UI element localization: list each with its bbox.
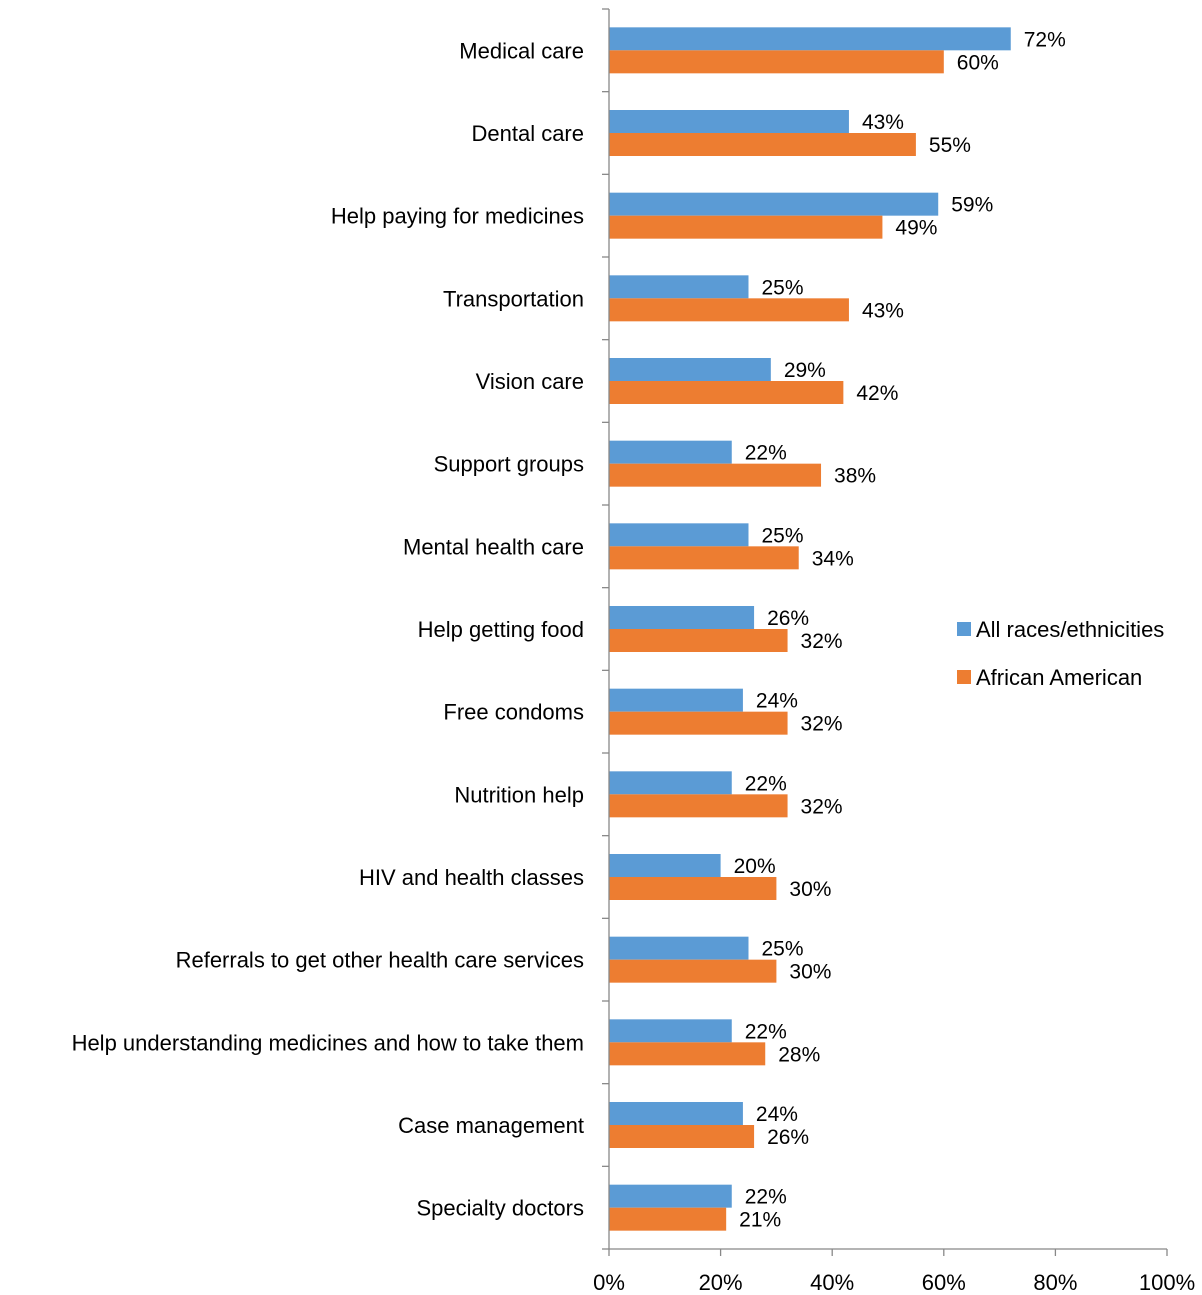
bar-african-american: [609, 381, 844, 404]
x-tick-label: 0%: [593, 1270, 625, 1295]
legend-label: African American: [976, 665, 1142, 690]
legend-swatch: [957, 670, 971, 684]
bar-all-races: [609, 110, 849, 133]
bars-layer: [609, 27, 1011, 1231]
bar-all-races: [609, 606, 755, 629]
bar-african-american: [609, 711, 788, 735]
category-label: Specialty doctors: [416, 1196, 584, 1221]
data-label: 22%: [745, 1020, 787, 1043]
data-label: 32%: [801, 713, 843, 736]
x-tick-label: 40%: [810, 1270, 854, 1295]
bar-african-american: [609, 298, 849, 322]
data-label: 49%: [895, 217, 937, 240]
data-label: 72%: [1024, 28, 1066, 51]
bar-african-american: [609, 50, 944, 74]
category-label: Help understanding medicines and how to …: [72, 1030, 584, 1055]
bar-african-american: [609, 463, 822, 487]
category-label: Nutrition help: [454, 782, 584, 807]
category-label: Free condoms: [443, 700, 584, 725]
data-label: 60%: [957, 51, 999, 74]
x-tick-label: 100%: [1139, 1270, 1195, 1295]
data-label: 55%: [929, 134, 971, 157]
data-label: 32%: [801, 795, 843, 818]
bar-all-races: [609, 936, 749, 960]
legend: All races/ethnicities African American: [957, 617, 1164, 690]
category-label: Dental care: [471, 121, 584, 146]
data-label: 24%: [756, 1103, 798, 1126]
bar-all-races: [609, 440, 732, 464]
category-label: Mental health care: [403, 534, 584, 559]
data-label: 38%: [834, 465, 876, 488]
labels-layer: Medical care 72% 60% Dental care 43% 55% Help …: [72, 28, 1066, 1231]
bar-all-races: [609, 771, 732, 795]
data-label: 25%: [762, 524, 804, 547]
data-label: 22%: [745, 772, 787, 795]
data-label: 24%: [756, 690, 798, 713]
data-label: 30%: [789, 878, 831, 901]
data-label: 59%: [951, 194, 993, 217]
category-label: Case management: [398, 1113, 584, 1138]
data-label: 22%: [745, 1186, 787, 1209]
bar-african-american: [609, 133, 916, 156]
legend-label: All races/ethnicities: [976, 617, 1164, 642]
x-tick-label: 60%: [922, 1270, 966, 1295]
category-label: Referrals to get other health care servi…: [176, 948, 584, 973]
bar-african-american: [609, 1125, 755, 1148]
bar-african-american: [609, 794, 788, 818]
category-label: Transportation: [443, 286, 584, 311]
bar-all-races: [609, 523, 749, 547]
category-label: Medical care: [459, 38, 584, 63]
x-tick-label: 20%: [699, 1270, 743, 1295]
bar-all-races: [609, 1019, 732, 1043]
data-label: 26%: [767, 1126, 809, 1149]
bar-all-races: [609, 1102, 743, 1125]
data-label: 22%: [745, 442, 787, 465]
bar-african-american: [609, 877, 777, 900]
category-label: Help getting food: [418, 617, 584, 642]
bar-all-races: [609, 27, 1011, 51]
category-label: Support groups: [434, 452, 584, 477]
data-label: 25%: [762, 938, 804, 961]
data-label: 34%: [812, 547, 854, 570]
x-tick-label: 80%: [1033, 1270, 1077, 1295]
data-label: 20%: [734, 855, 776, 878]
data-label: 43%: [862, 299, 904, 322]
bar-all-races: [609, 275, 749, 299]
data-label: 32%: [801, 630, 843, 653]
data-label: 26%: [767, 607, 809, 630]
data-label: 28%: [778, 1043, 820, 1066]
bar-african-american: [609, 959, 777, 983]
axes-layer: 0% 20% 40% 60% 80% 100%: [593, 8, 1195, 1295]
bar-african-american: [609, 215, 883, 239]
data-label: 25%: [762, 276, 804, 299]
data-label: 29%: [784, 359, 826, 382]
bar-african-american: [609, 1042, 766, 1066]
bar-african-american: [609, 1207, 727, 1231]
data-label: 30%: [789, 961, 831, 984]
category-label: Vision care: [476, 369, 584, 394]
data-label: 42%: [856, 382, 898, 405]
bar-all-races: [609, 854, 721, 877]
bar-african-american: [609, 546, 799, 570]
legend-swatch: [957, 622, 971, 636]
bar-all-races: [609, 358, 771, 381]
data-label: 21%: [739, 1209, 781, 1232]
bar-african-american: [609, 629, 788, 652]
category-label: Help paying for medicines: [331, 204, 584, 229]
data-label: 43%: [862, 111, 904, 134]
bar-all-races: [609, 192, 939, 216]
category-label: HIV and health classes: [359, 865, 584, 890]
bar-all-races: [609, 1184, 732, 1208]
bar-all-races: [609, 688, 743, 712]
